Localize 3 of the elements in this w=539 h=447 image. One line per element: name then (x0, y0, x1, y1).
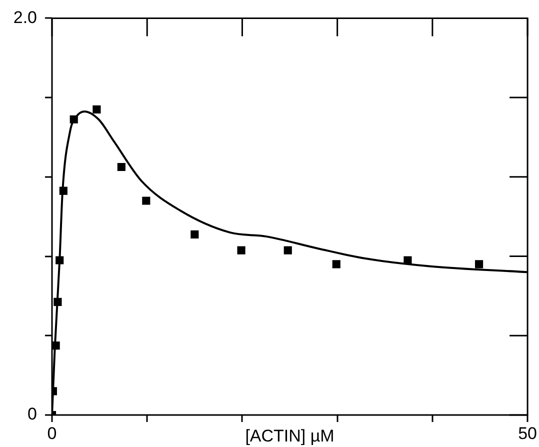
x-tick-label: 50 (518, 424, 538, 443)
x-axis-title: [ACTIN] µM (245, 426, 334, 446)
y-tick-label: 2.0 (13, 8, 37, 27)
